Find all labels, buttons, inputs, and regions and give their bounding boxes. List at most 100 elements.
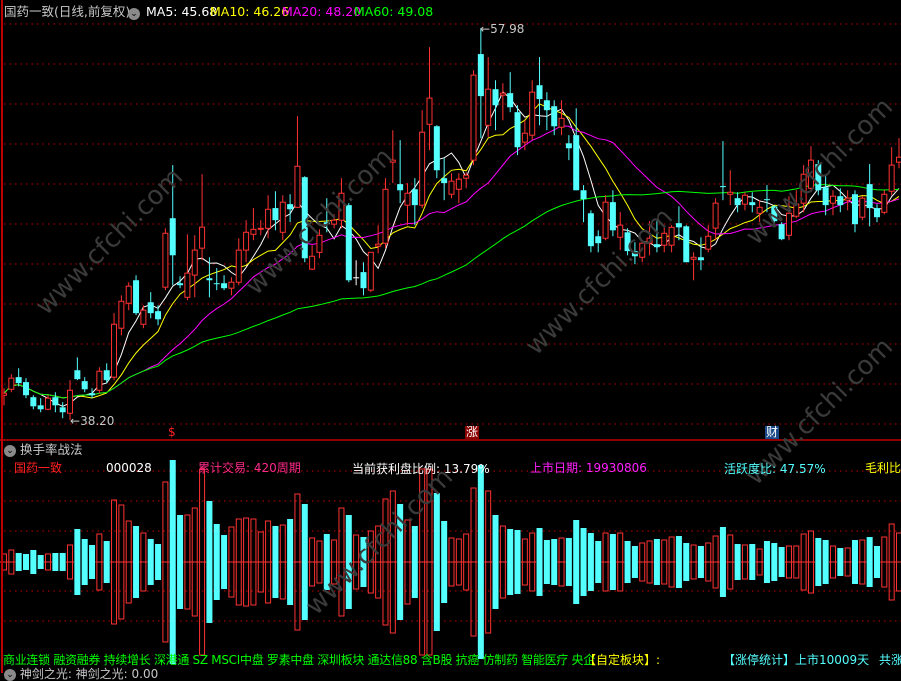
turnover-bar (493, 515, 499, 609)
candle (559, 100, 564, 135)
turnover-bar (515, 530, 521, 594)
candle (38, 398, 44, 412)
marker-dollar[interactable]: $ (167, 426, 177, 439)
candle-body (82, 381, 88, 389)
turnover-bar (595, 541, 601, 583)
candle (236, 238, 241, 285)
candle-body (30, 397, 36, 406)
candle-body (654, 244, 660, 247)
candle (515, 105, 521, 155)
limit-up-stats: 【涨停统计】上市10009天 (723, 653, 869, 667)
turnover-bar (60, 553, 66, 571)
candle-body (720, 186, 726, 187)
candle (258, 220, 263, 235)
candle (119, 295, 124, 335)
turnover-bar (148, 539, 154, 585)
turnover-bar (30, 550, 36, 574)
indicator-title[interactable]: ⌄ 换手率战法 (4, 443, 83, 457)
marker-zhang[interactable]: 涨 (465, 426, 479, 439)
candle (625, 228, 631, 255)
candle (244, 220, 249, 262)
candle-body (310, 256, 315, 269)
candle-body (823, 187, 829, 205)
candle (632, 242, 638, 264)
turnover-bar (104, 541, 110, 583)
candle-body (522, 133, 527, 142)
candle (647, 221, 652, 255)
high-price-value: 57.98 (490, 22, 524, 36)
candle-body (427, 98, 432, 124)
candle-body (544, 100, 550, 110)
candle (133, 275, 139, 315)
turnover-bar (206, 501, 212, 623)
stock-code: 000028 (106, 461, 152, 475)
ma10-value: MA10: 46.26 (210, 5, 289, 19)
turnover-bar (815, 538, 821, 586)
turnover-bar (397, 504, 403, 620)
candle (566, 135, 572, 160)
candle (544, 92, 550, 130)
turnover-bar (74, 529, 80, 595)
candle-body (206, 278, 212, 280)
candle-body (221, 283, 227, 288)
candle (471, 70, 476, 165)
candle-body (412, 189, 418, 205)
candle-body (185, 273, 190, 297)
candle-body (735, 198, 741, 205)
turnover-bar (434, 493, 440, 631)
candle-body (317, 235, 322, 252)
candle (507, 72, 513, 112)
candle (192, 235, 197, 297)
candle (860, 196, 865, 220)
candle-body (52, 397, 58, 405)
candle-body (155, 311, 161, 319)
candle-body (515, 112, 521, 147)
candle (317, 229, 322, 258)
turnover-bar (507, 529, 513, 595)
custom-block: 【自定板块】: (584, 653, 660, 667)
candle-body (471, 75, 476, 160)
candle (383, 178, 388, 248)
chevron-down-icon[interactable]: ⌄ (128, 6, 140, 20)
candle (74, 357, 80, 380)
turnover-bar (749, 544, 755, 580)
gross-margin: 毛利比 (865, 461, 901, 475)
candle-body (691, 257, 696, 259)
candle-body (339, 193, 344, 220)
turnover-bar (441, 521, 447, 603)
turnover-bar (82, 539, 88, 585)
candle (823, 176, 829, 215)
candle (287, 194, 293, 222)
candle-body (266, 209, 271, 228)
candle (493, 80, 499, 130)
turnover-bar (221, 535, 227, 589)
chevron-down-icon[interactable]: ⌄ (4, 445, 16, 457)
candle (353, 260, 359, 285)
candle (441, 158, 447, 200)
candle-body (89, 393, 95, 395)
candle-body (500, 93, 505, 95)
candle (573, 108, 579, 190)
candle-body (551, 106, 557, 126)
ma20-value: MA20: 48.20 (282, 5, 361, 19)
candle-body (581, 190, 587, 199)
candle (390, 130, 395, 183)
candle-body (603, 202, 608, 238)
candle-body (16, 377, 22, 383)
candle-body (764, 199, 770, 200)
candle (200, 174, 205, 260)
turnover-bar (89, 545, 95, 579)
candle-body (566, 143, 572, 148)
marker-cai[interactable]: 财 (765, 426, 779, 439)
candle-body (698, 257, 704, 260)
candle (449, 173, 454, 198)
candle-body (852, 194, 858, 224)
turnover-bar (764, 541, 770, 583)
candle (683, 225, 689, 262)
turnover-bar (412, 526, 418, 598)
next-indicator[interactable]: ⌄ 神剑之光: 神剑之光: 0.00 (4, 667, 158, 681)
chevron-down-icon[interactable]: ⌄ (4, 669, 16, 681)
candle (368, 252, 373, 292)
candle (581, 185, 587, 222)
